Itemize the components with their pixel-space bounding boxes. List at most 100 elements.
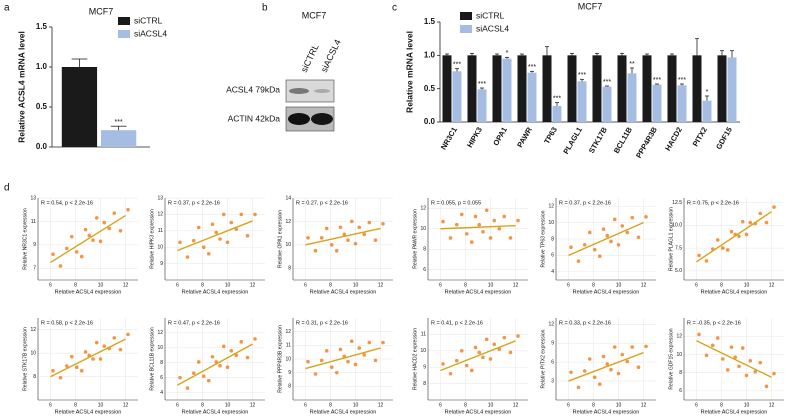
point xyxy=(191,371,196,375)
point xyxy=(319,236,324,240)
y-tick-label: 9 xyxy=(160,261,163,267)
point xyxy=(454,358,459,363)
blot-box xyxy=(285,79,335,103)
x-tick-label: 12 xyxy=(123,402,129,408)
bar xyxy=(467,55,477,123)
point xyxy=(636,365,641,370)
point xyxy=(569,370,573,375)
x-tick-label: 8 xyxy=(464,402,467,408)
point xyxy=(644,215,648,219)
point xyxy=(748,359,753,363)
y-tick-label: 6 xyxy=(551,359,554,365)
x-tick-label: 8 xyxy=(329,402,332,408)
y-tick-label: 8 xyxy=(423,247,426,253)
x-tick-label: 12 xyxy=(641,282,647,288)
y-tick-label: 11 xyxy=(421,332,426,338)
x-tick-label: 6 xyxy=(304,402,307,408)
point xyxy=(582,242,587,247)
point xyxy=(229,220,234,225)
chart-title: R = 0.47, p < 2.2e-16 xyxy=(168,320,220,326)
point xyxy=(239,340,244,344)
point xyxy=(592,375,597,380)
point xyxy=(185,255,190,259)
point xyxy=(502,214,507,219)
point xyxy=(516,218,520,223)
point xyxy=(592,247,597,252)
fit-line xyxy=(305,347,381,370)
y-tick-label: 3 xyxy=(551,378,554,384)
chart-title: R = 0.055, p = 0.055 xyxy=(431,200,481,206)
bar xyxy=(452,71,462,122)
point xyxy=(102,220,107,225)
x-axis-label: Relative ACSL4 expression xyxy=(445,289,512,295)
significance: *** xyxy=(678,77,686,84)
point xyxy=(126,332,130,337)
point xyxy=(620,224,625,228)
point xyxy=(338,225,343,230)
point xyxy=(582,369,587,373)
y-axis-label: Relative HACD2 expression xyxy=(412,328,418,390)
plot-area xyxy=(165,198,265,280)
x-tick-label: BCL11B xyxy=(612,125,634,155)
point xyxy=(441,362,445,366)
blot-band xyxy=(288,113,310,125)
significance: *** xyxy=(553,96,561,103)
point xyxy=(102,344,107,348)
y-tick-label: 11 xyxy=(31,219,36,225)
point xyxy=(74,365,79,370)
point xyxy=(239,212,244,217)
x-tick-label: PAWR xyxy=(515,125,534,149)
point xyxy=(473,345,478,350)
y-tick-label: 8 xyxy=(288,266,291,272)
point xyxy=(98,239,103,244)
point xyxy=(367,340,372,345)
y-tick-label: 12 xyxy=(285,329,291,335)
x-tick-label: 8 xyxy=(74,282,77,288)
point xyxy=(362,232,367,237)
point xyxy=(83,227,88,232)
x-tick-label: 12 xyxy=(513,402,519,408)
chart-title: R = 0.75, p < 2.2e-16 xyxy=(687,200,739,206)
point xyxy=(488,236,493,240)
y-axis-label: Relative PPP4R3B expression xyxy=(277,325,283,393)
chart-title: R = 0.37, p < 2.2e-16 xyxy=(168,200,220,206)
x-axis-label: Relative ACSL4 expression xyxy=(182,289,249,295)
point xyxy=(196,225,201,230)
point xyxy=(605,362,610,366)
point xyxy=(488,357,493,361)
point xyxy=(744,373,749,378)
chart-title: R = 0.41, p < 2.2e-16 xyxy=(431,320,483,326)
point xyxy=(229,349,234,353)
y-tick-label: 4 xyxy=(160,390,163,396)
point xyxy=(201,245,206,249)
point xyxy=(329,365,334,370)
x-tick-label: 6 xyxy=(176,402,179,408)
y-tick-label: 9 xyxy=(288,370,291,376)
plot-area xyxy=(428,318,528,400)
point xyxy=(91,238,95,242)
chart-title: MCF7 xyxy=(578,1,603,11)
point xyxy=(253,337,257,341)
point xyxy=(733,355,738,359)
legend-label: siACSL4 xyxy=(476,23,509,33)
point xyxy=(64,246,69,251)
x-tick-label: 8 xyxy=(201,402,204,408)
x-tick-label: 10 xyxy=(98,402,104,408)
fit-line xyxy=(696,340,772,378)
point xyxy=(587,230,592,235)
x-tick-label: 10 xyxy=(98,282,104,288)
point xyxy=(469,240,474,244)
x-tick-label: 6 xyxy=(176,282,179,288)
band-label: ACTIN 42kDa xyxy=(228,113,281,123)
point xyxy=(69,354,74,359)
point xyxy=(218,363,222,368)
bar xyxy=(677,85,687,122)
point xyxy=(112,211,117,216)
point xyxy=(313,248,318,253)
x-axis-label: Relative ACSL4 expression xyxy=(701,409,768,415)
point xyxy=(245,355,250,360)
y-tick-label: 9 xyxy=(551,341,554,347)
y-tick-label: 12 xyxy=(548,204,554,210)
point xyxy=(234,353,239,358)
